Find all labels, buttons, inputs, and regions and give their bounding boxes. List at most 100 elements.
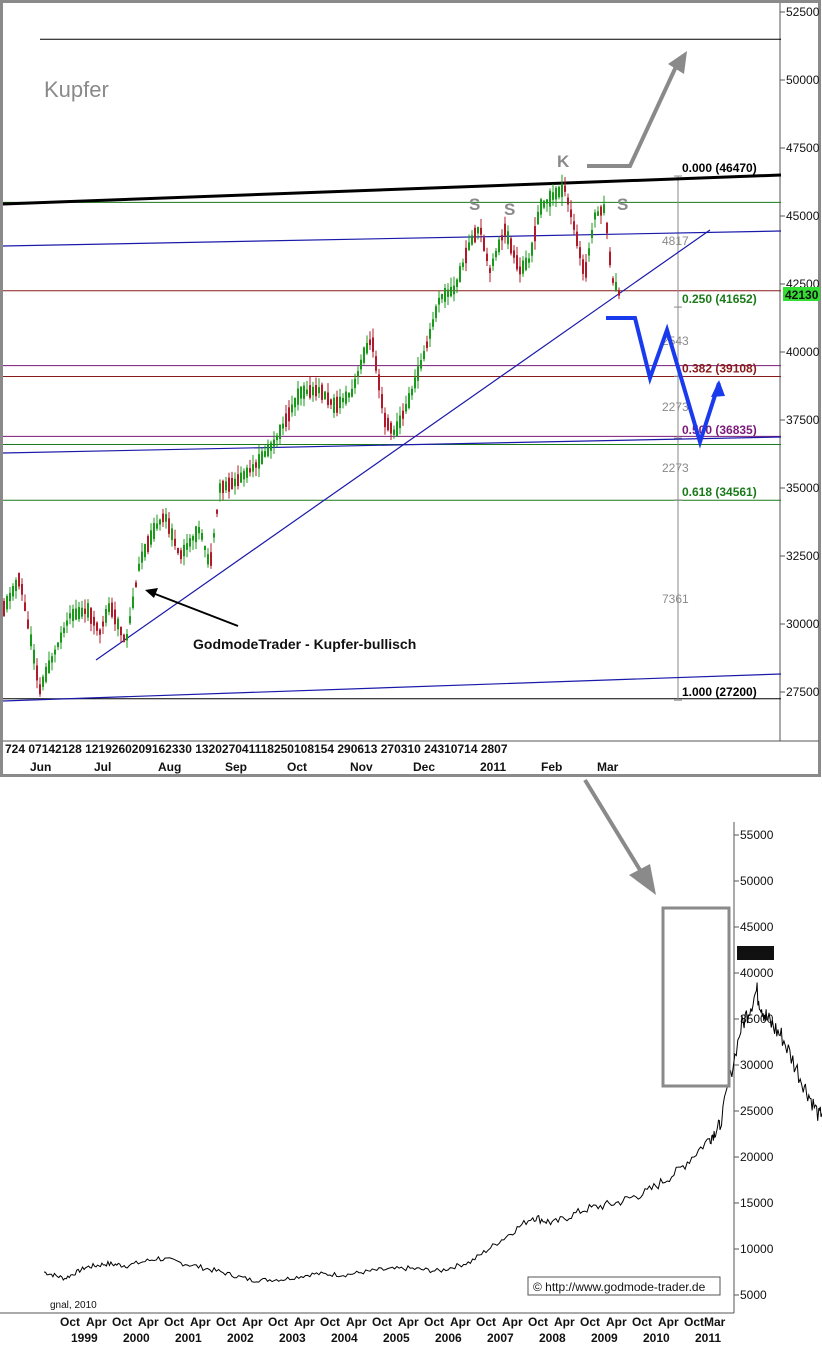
candle-body	[267, 444, 269, 457]
candle-body	[288, 407, 290, 422]
long-x-month-label: Oct	[580, 1315, 600, 1329]
candle-body	[588, 248, 590, 256]
candle-body	[261, 451, 263, 465]
candle-body	[117, 618, 119, 630]
candle-body	[237, 474, 239, 486]
x-month-label: Mar	[597, 760, 619, 774]
candle-body	[357, 371, 359, 377]
candle-body	[444, 287, 446, 302]
candle-body	[615, 282, 617, 292]
candle-body	[459, 266, 461, 282]
candle-body	[222, 480, 224, 493]
price-candles	[3, 174, 620, 697]
candle-body	[474, 227, 476, 243]
candle-body	[579, 247, 581, 259]
candle-body	[54, 649, 56, 655]
panel-border	[0, 0, 821, 777]
candle-body	[57, 642, 59, 648]
candle-body	[468, 242, 470, 251]
fib-distance-label: 7361	[662, 592, 689, 606]
candle-body	[93, 616, 95, 626]
fib-label: 0.382 (39108)	[682, 361, 757, 375]
candle-body	[336, 396, 338, 413]
candle-body	[573, 221, 575, 230]
candle-body	[486, 253, 488, 262]
long-x-month-label: Apr	[346, 1315, 367, 1329]
copyright-box	[527, 1276, 721, 1296]
long-x-month-label: Oct	[60, 1315, 80, 1329]
projection-path	[606, 316, 721, 449]
candle-body	[72, 608, 74, 621]
long-x-month-label: Oct	[320, 1315, 340, 1329]
long-x-month-label: Oct	[164, 1315, 184, 1329]
candle-body	[423, 351, 425, 360]
candle-body	[369, 339, 371, 346]
fib-label: 0.618 (34561)	[682, 485, 757, 499]
candle-body	[201, 533, 203, 540]
long-x-month-label: Apr	[398, 1315, 419, 1329]
candle-body	[558, 186, 560, 198]
y-tick-label: 52500	[786, 5, 820, 19]
candle-body	[36, 665, 38, 681]
x-month-label: Aug	[158, 760, 181, 774]
long-x-year-label: 2009	[591, 1331, 618, 1345]
candle-body	[528, 258, 530, 263]
candle-body	[309, 385, 311, 398]
candle-body	[513, 250, 515, 258]
long-x-year-label: 2001	[175, 1331, 202, 1345]
candle-body	[135, 582, 137, 588]
candle-body	[162, 513, 164, 523]
support-trendline	[95, 229, 711, 661]
long-x-year-label: 2005	[383, 1331, 410, 1345]
long-term-price-line	[43, 982, 822, 1283]
chart-title: Kupfer	[44, 77, 109, 102]
long-y-tick-label: 15000	[740, 1196, 774, 1210]
y-tick-label: 27500	[786, 685, 820, 699]
candle-body	[186, 543, 188, 550]
candle-body	[363, 347, 365, 363]
x-month-label: Dec	[413, 760, 435, 774]
current-price-tag	[783, 287, 820, 301]
long-x-year-label: 2000	[123, 1331, 150, 1345]
long-x-month-label: Apr	[502, 1315, 523, 1329]
candle-body	[534, 226, 536, 242]
candle-body	[306, 389, 308, 395]
candle-body	[303, 385, 305, 399]
candle-body	[114, 609, 116, 625]
long-x-month-label: Apr	[294, 1315, 315, 1329]
long-x-month-label: Apr	[190, 1315, 211, 1329]
y-tick-label: 45000	[786, 209, 820, 223]
candle-body	[414, 377, 416, 389]
candle-body	[354, 378, 356, 389]
long-y-tick-label: 40000	[740, 966, 774, 980]
y-axis: 2750030000325003500037500400004250045000…	[780, 5, 820, 699]
fib-label: 1.000 (27200)	[682, 685, 757, 699]
candle-body	[258, 454, 260, 469]
candle-body	[126, 633, 128, 641]
candle-body	[441, 293, 443, 300]
candle-body	[225, 481, 227, 491]
candle-body	[402, 410, 404, 419]
pattern-label-s3: S	[617, 195, 628, 214]
x-axis-month-labels: Jun Jul Aug Sep Oct Nov Dec 2011 Feb Mar	[30, 760, 619, 774]
fib-label: 0.250 (41652)	[682, 292, 757, 306]
candle-body	[546, 199, 548, 204]
candle-body	[321, 384, 323, 400]
candle-body	[48, 660, 50, 674]
long-x-month-label: Oct	[632, 1315, 652, 1329]
candle-body	[120, 627, 122, 636]
candle-body	[339, 396, 341, 409]
candle-body	[396, 421, 398, 437]
candle-body	[132, 596, 134, 608]
candle-body	[477, 226, 479, 234]
candle-body	[498, 239, 500, 253]
candle-body	[555, 187, 557, 200]
annotation-pointer	[149, 591, 239, 627]
candle-body	[279, 424, 281, 439]
candle-body	[570, 209, 572, 218]
x-month-label: Feb	[541, 760, 562, 774]
pattern-label-k: K	[557, 152, 570, 171]
candle-body	[243, 471, 245, 480]
candle-body	[174, 538, 176, 546]
candle-body	[90, 607, 92, 624]
